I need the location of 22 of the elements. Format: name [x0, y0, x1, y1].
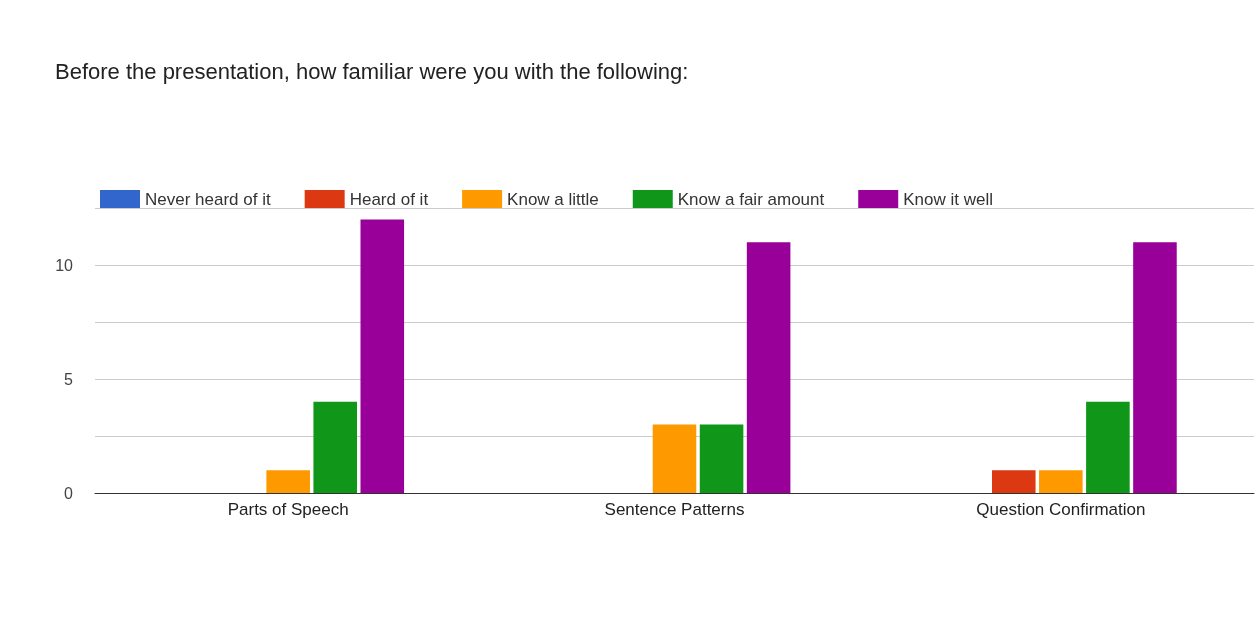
- bar: [360, 219, 405, 493]
- bar: [699, 424, 744, 493]
- y-tick-label: 0: [64, 484, 74, 502]
- y-tick-label: 5: [64, 370, 74, 388]
- legend-label: Never heard of it: [145, 189, 271, 209]
- bar: [1086, 401, 1130, 493]
- legend-label: Know a little: [507, 189, 599, 209]
- x-tick-label: Parts of Speech: [227, 500, 349, 519]
- bar: [1039, 470, 1083, 493]
- bar: [266, 470, 310, 493]
- x-tick-label: Question Confirmation: [976, 500, 1146, 519]
- y-tick-label: 10: [55, 256, 74, 274]
- bar: [746, 242, 791, 493]
- bar: [652, 424, 697, 493]
- bar: [991, 470, 1036, 493]
- legend-label: Know a fair amount: [677, 189, 825, 209]
- bar: [313, 401, 358, 493]
- bar: [1133, 242, 1177, 493]
- chart-title: Before the presentation, how familiar were you with the following:: [55, 58, 689, 84]
- x-tick-label: Sentence Patterns: [604, 500, 745, 519]
- legend-label: Heard of it: [349, 189, 429, 209]
- legend-label: Know it well: [903, 189, 993, 209]
